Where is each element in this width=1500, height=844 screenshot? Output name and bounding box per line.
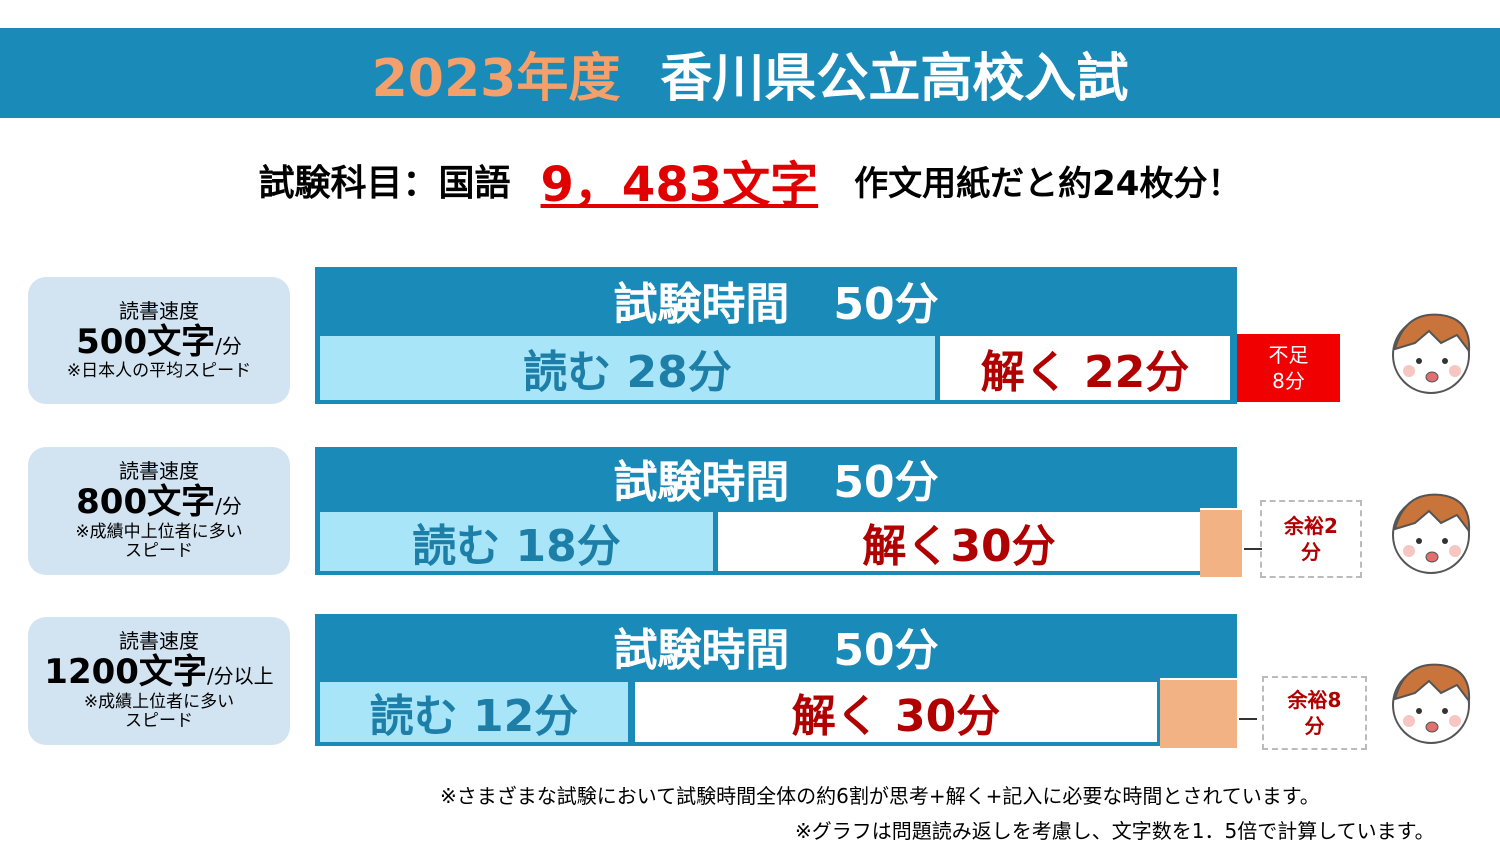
speed: 800文字 (76, 482, 216, 523)
speed-unit: /分 (215, 494, 242, 519)
face-icon (1385, 485, 1477, 577)
header-year: 2023年度 (371, 48, 621, 109)
spare-segment (1160, 680, 1237, 748)
label-note: ※日本人の平均スピード (66, 360, 252, 381)
time-band: 試験時間 50分 (315, 614, 1237, 678)
shortage-box: 不足 8分 (1237, 334, 1340, 402)
subtitle-note: 作文用紙だと約24枚分！ (854, 163, 1242, 204)
connector (1239, 718, 1257, 720)
label-title: 読書速度 (119, 298, 199, 323)
face (1392, 313, 1471, 394)
face-icon (1385, 305, 1477, 397)
subject: 試験科目：国語 (258, 163, 511, 204)
speed-label: 読書速度 800文字/分 ※成績中上位者に多い スピード (28, 447, 290, 575)
spare-box: 余裕8 分 (1262, 676, 1367, 750)
char-count: 9，483文字 (540, 157, 819, 213)
read-segment: 読む 28分 (320, 336, 935, 400)
face-icon (1385, 655, 1477, 747)
footnote: ※さまざまな試験において試験時間全体の約6割が思考+解く+記入に必要な時間とされ… (440, 784, 1320, 808)
speed-unit: /分以上 (206, 664, 274, 689)
connector (1244, 547, 1262, 550)
label-note: ※成績上位者に多い スピード (83, 691, 235, 732)
speed-label: 読書速度 500文字/分 ※日本人の平均スピード (28, 277, 290, 404)
read-segment: 読む 12分 (320, 682, 628, 742)
header-title: 香川県公立高校入試 (660, 48, 1129, 109)
label-title: 読書速度 (119, 459, 199, 484)
label-note: ※成績中上位者に多い スピード (75, 521, 243, 562)
speed: 1200文字 (44, 652, 207, 693)
speed-line: 1200文字/分以上 (44, 653, 273, 692)
solve-segment: 解く 22分 (940, 336, 1230, 400)
speed-unit: /分 (215, 333, 242, 358)
time-band: 試験時間 50分 (315, 267, 1237, 332)
time-band: 試験時間 50分 (315, 447, 1237, 508)
solve-segment: 解く 30分 (635, 682, 1157, 742)
speed-line: 800文字/分 (76, 483, 242, 522)
footnote: ※グラフは問題読み返しを考慮し、文字数を1．5倍で計算しています。 (795, 819, 1435, 843)
spare-box: 余裕2 分 (1260, 500, 1362, 578)
solve-segment: 解く30分 (718, 512, 1200, 572)
speed-label: 読書速度 1200文字/分以上 ※成績上位者に多い スピード (28, 617, 290, 745)
speed-line: 500文字/分 (76, 321, 242, 362)
label-title: 読書速度 (119, 629, 199, 654)
spare-segment (1200, 510, 1242, 577)
header: 2023年度 香川県公立高校入試 (0, 28, 1500, 118)
subtitle: 試験科目：国語 9，483文字 作文用紙だと約24枚分！ (0, 145, 1500, 215)
speed: 500文字 (76, 321, 216, 362)
face (1392, 493, 1471, 574)
face (1392, 663, 1471, 744)
read-segment: 読む 18分 (320, 512, 713, 572)
